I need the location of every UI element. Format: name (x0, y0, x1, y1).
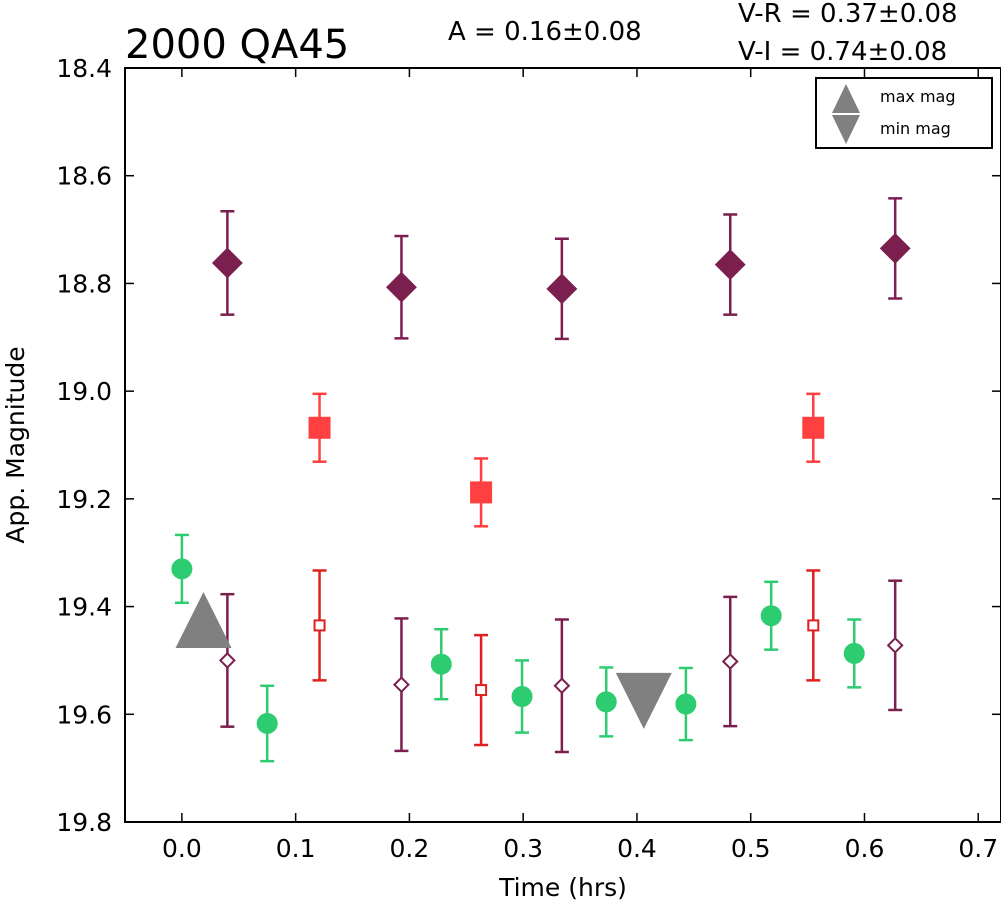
series-3 (308, 392, 825, 528)
y-tick-label: 19.4 (56, 593, 112, 622)
x-tick-label: 0.6 (845, 834, 885, 863)
x-tick-label: 0.5 (731, 834, 771, 863)
y-tick-label: 18.6 (56, 162, 112, 191)
y-tick-label: 18.8 (56, 269, 112, 298)
legend-min-mag-icon (832, 115, 860, 144)
data-point-square (313, 619, 326, 632)
min-mag-marker (615, 672, 672, 729)
series-4 (218, 579, 904, 754)
legend: max mag min mag (815, 77, 993, 149)
data-point-diamond (721, 653, 739, 670)
data-point-square (475, 684, 488, 697)
data-point-diamond (886, 636, 904, 654)
data-point-circle (760, 605, 782, 627)
v-i-annotation: V-I = 0.74±0.08 (738, 37, 947, 67)
x-tick-label: 0.4 (617, 834, 657, 863)
y-tick-label: 19.2 (56, 485, 112, 514)
data-point-square (470, 481, 493, 504)
amplitude-annotation: A = 0.16±0.08 (448, 17, 642, 47)
series-1 (171, 533, 865, 763)
v-r-annotation: V-R = 0.37±0.08 (738, 0, 958, 29)
max-mag-marker (175, 592, 232, 649)
data-point-circle (430, 653, 452, 675)
data-series (171, 197, 911, 763)
plot-area (124, 67, 1001, 823)
data-point-circle (675, 693, 697, 715)
data-point-square (308, 416, 331, 439)
data-point-circle (256, 712, 278, 734)
data-point-diamond (879, 233, 911, 264)
chart-title: 2000 QA45 (125, 22, 349, 68)
data-point-diamond (218, 652, 236, 669)
legend-min-mag-label: min mag (880, 119, 951, 138)
data-point-diamond (714, 249, 746, 280)
data-point-square (807, 619, 820, 632)
data-point-circle (843, 642, 865, 664)
y-axis-label: App. Magnitude (1, 346, 30, 543)
y-tick-label: 19.8 (56, 808, 112, 837)
data-point-diamond (393, 676, 410, 694)
x-tick-label: 0.2 (390, 834, 430, 863)
legend-max-mag-label: max mag (880, 87, 956, 106)
series-5 (312, 569, 821, 747)
x-tick-label: 0.3 (503, 834, 543, 863)
y-tick-label: 19.0 (56, 377, 112, 406)
data-point-diamond (546, 273, 578, 305)
x-axis-label: Time (hrs) (498, 873, 627, 902)
x-tick-label: 0.7 (958, 834, 998, 863)
data-point-diamond (553, 677, 571, 695)
data-point-diamond (386, 271, 417, 303)
data-point-diamond (211, 247, 243, 279)
extrema-markers (175, 592, 672, 729)
data-point-square (802, 416, 825, 439)
legend-max-mag-icon (832, 84, 860, 113)
data-point-circle (511, 686, 533, 708)
x-tick-label: 0.0 (162, 834, 202, 863)
series-2 (211, 197, 911, 341)
x-tick-label: 0.1 (276, 834, 316, 863)
axis-ticks: 0.0 0.1 0.2 0.3 0.4 0.5 0.6 0.7 18.4 18.6 18.8 19.0… (56, 54, 1001, 863)
y-tick-label: 19.6 (56, 700, 112, 729)
data-point-circle (595, 691, 617, 713)
y-tick-label: 18.4 (56, 54, 112, 83)
data-point-circle (171, 558, 193, 580)
